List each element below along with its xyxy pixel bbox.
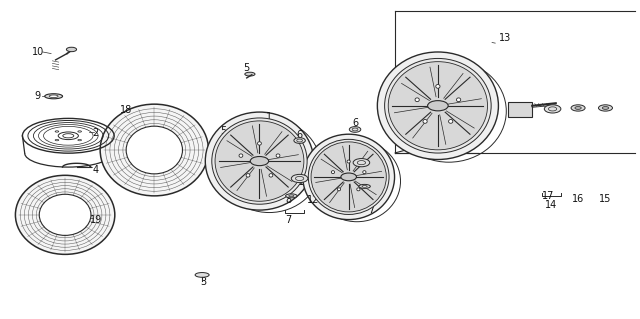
Text: 7: 7: [368, 205, 374, 215]
Ellipse shape: [415, 98, 419, 102]
Text: 19: 19: [90, 215, 102, 225]
Ellipse shape: [602, 107, 609, 109]
Ellipse shape: [45, 94, 63, 99]
Ellipse shape: [449, 120, 453, 123]
Text: 4: 4: [93, 165, 99, 174]
Text: 5: 5: [244, 63, 250, 73]
Ellipse shape: [212, 118, 307, 204]
Ellipse shape: [100, 104, 209, 196]
Circle shape: [250, 157, 269, 166]
Ellipse shape: [571, 105, 585, 111]
Ellipse shape: [285, 194, 297, 198]
Text: 17: 17: [542, 191, 554, 201]
Text: 11: 11: [298, 177, 310, 187]
Circle shape: [544, 105, 561, 113]
Ellipse shape: [55, 131, 59, 132]
Ellipse shape: [598, 105, 612, 111]
Ellipse shape: [257, 142, 261, 145]
Ellipse shape: [49, 95, 58, 98]
Circle shape: [294, 138, 305, 143]
Ellipse shape: [363, 171, 366, 174]
Ellipse shape: [303, 134, 394, 219]
Text: 3: 3: [200, 277, 207, 287]
Ellipse shape: [39, 194, 91, 235]
Text: 11: 11: [362, 151, 374, 161]
Text: 18: 18: [120, 105, 132, 115]
Ellipse shape: [78, 139, 81, 141]
Text: 9: 9: [34, 91, 40, 101]
Text: 14: 14: [545, 200, 557, 210]
Text: 12: 12: [307, 195, 320, 205]
Circle shape: [353, 159, 370, 167]
Ellipse shape: [239, 154, 243, 157]
Circle shape: [341, 173, 356, 181]
Text: 10: 10: [32, 47, 44, 57]
Ellipse shape: [378, 52, 499, 160]
Ellipse shape: [385, 58, 491, 153]
Text: 7: 7: [285, 215, 291, 225]
Ellipse shape: [308, 139, 389, 214]
Text: 13: 13: [499, 33, 511, 43]
Ellipse shape: [456, 98, 461, 102]
Ellipse shape: [356, 188, 360, 191]
Ellipse shape: [362, 186, 367, 187]
Text: 6: 6: [296, 130, 303, 140]
Text: 1: 1: [266, 112, 272, 122]
Ellipse shape: [126, 126, 182, 174]
Ellipse shape: [311, 142, 387, 212]
Text: 16: 16: [572, 194, 584, 204]
Circle shape: [428, 100, 448, 111]
Text: 5: 5: [220, 126, 227, 136]
Ellipse shape: [388, 62, 488, 150]
Ellipse shape: [269, 174, 273, 177]
Ellipse shape: [575, 107, 581, 109]
Text: 8: 8: [362, 188, 367, 198]
Circle shape: [349, 127, 361, 132]
Ellipse shape: [215, 121, 304, 201]
Ellipse shape: [15, 175, 115, 254]
Ellipse shape: [423, 120, 427, 123]
Ellipse shape: [359, 184, 371, 189]
Ellipse shape: [55, 139, 59, 141]
Text: 2: 2: [93, 128, 99, 137]
Ellipse shape: [289, 195, 294, 197]
Bar: [508, 102, 532, 117]
Ellipse shape: [205, 112, 314, 210]
Text: 6: 6: [352, 117, 358, 128]
Ellipse shape: [347, 160, 350, 163]
Ellipse shape: [337, 188, 340, 191]
Circle shape: [291, 174, 308, 182]
Ellipse shape: [195, 272, 209, 277]
Ellipse shape: [67, 47, 77, 52]
Ellipse shape: [332, 171, 335, 174]
Text: 8: 8: [285, 195, 291, 205]
Ellipse shape: [78, 131, 81, 132]
Ellipse shape: [225, 135, 234, 138]
Ellipse shape: [245, 72, 255, 76]
Text: 15: 15: [599, 194, 612, 204]
Ellipse shape: [246, 174, 250, 177]
Ellipse shape: [276, 154, 280, 157]
Ellipse shape: [436, 85, 440, 88]
